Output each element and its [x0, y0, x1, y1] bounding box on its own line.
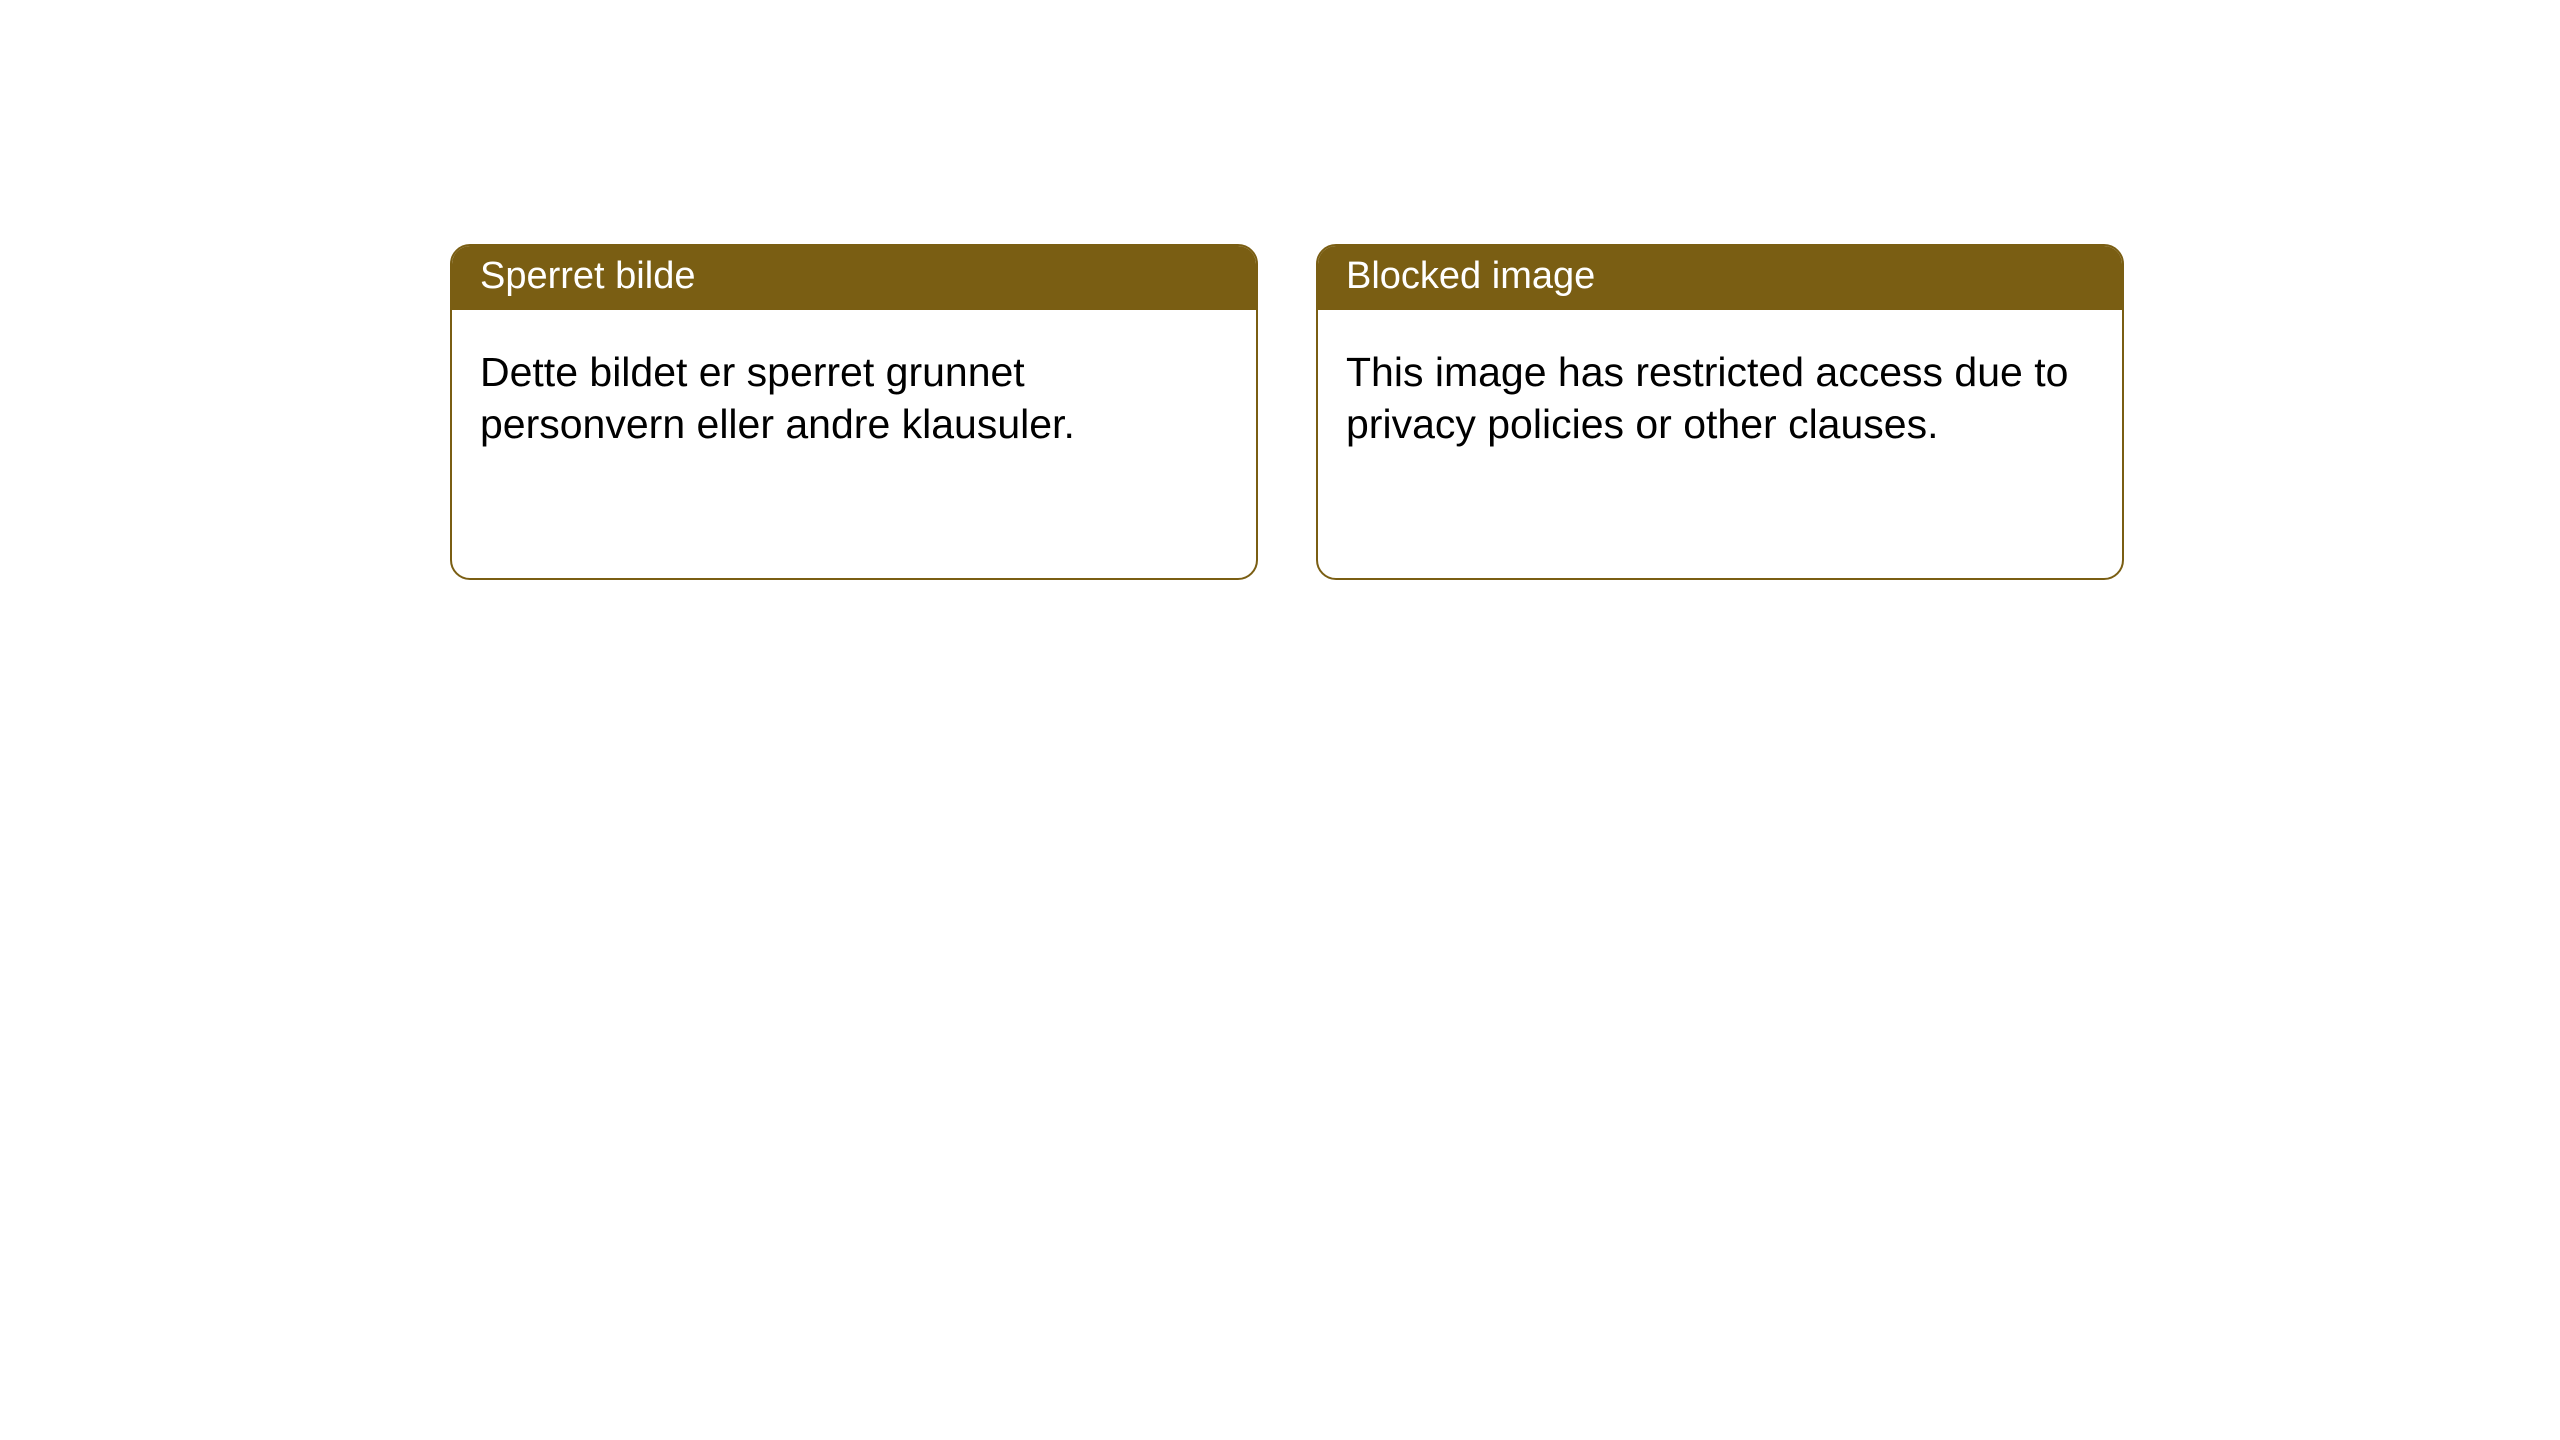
notice-card-norwegian: Sperret bilde Dette bildet er sperret gr… [450, 244, 1258, 580]
notice-body-norwegian: Dette bildet er sperret grunnet personve… [452, 310, 1256, 479]
notice-title-norwegian: Sperret bilde [452, 246, 1256, 310]
notice-card-english: Blocked image This image has restricted … [1316, 244, 2124, 580]
notice-body-english: This image has restricted access due to … [1318, 310, 2122, 479]
notice-title-english: Blocked image [1318, 246, 2122, 310]
notice-container: Sperret bilde Dette bildet er sperret gr… [0, 0, 2560, 580]
